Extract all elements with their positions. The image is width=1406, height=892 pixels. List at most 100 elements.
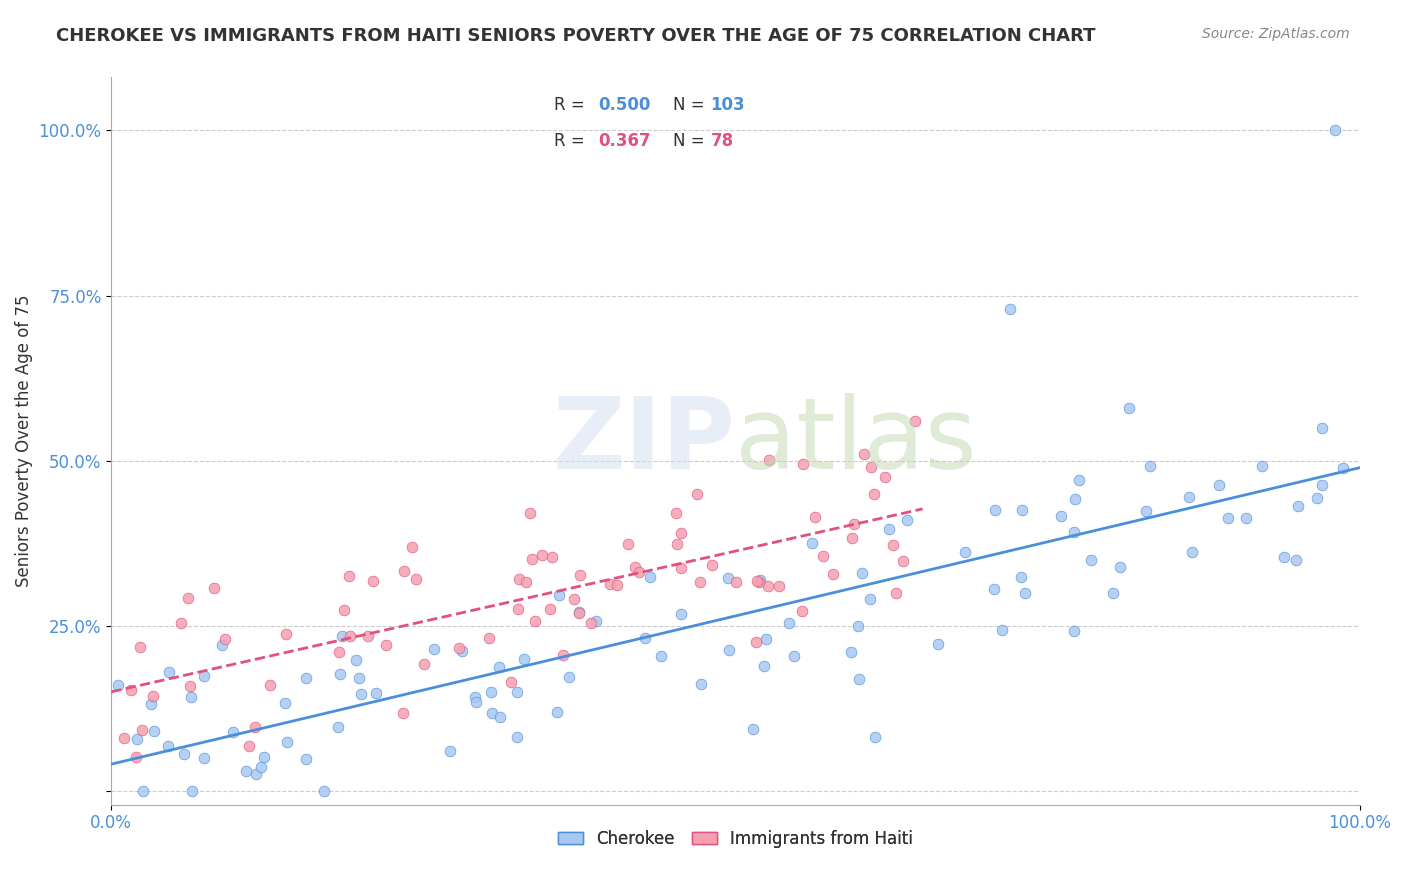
Cherokee xyxy=(173,747,195,762)
Cherokee xyxy=(344,653,367,667)
Cherokee xyxy=(990,623,1012,637)
Immigrants from Haiti xyxy=(508,572,530,586)
Cherokee xyxy=(329,667,352,681)
Immigrants from Haiti xyxy=(903,415,925,429)
Cherokee xyxy=(557,670,579,684)
Cherokee xyxy=(488,660,510,674)
Cherokee xyxy=(983,582,1005,596)
Immigrants from Haiti xyxy=(214,632,236,647)
Immigrants from Haiti xyxy=(842,516,865,531)
Immigrants from Haiti xyxy=(142,689,165,703)
Immigrants from Haiti xyxy=(768,579,790,593)
Immigrants from Haiti xyxy=(811,549,834,564)
Cherokee xyxy=(927,637,949,651)
Cherokee xyxy=(1067,473,1090,487)
Immigrants from Haiti xyxy=(551,648,574,663)
Immigrants from Haiti xyxy=(339,629,361,643)
Immigrants from Haiti xyxy=(884,586,907,600)
Immigrants from Haiti xyxy=(748,574,770,589)
Immigrants from Haiti xyxy=(686,486,709,500)
Immigrants from Haiti xyxy=(875,470,897,484)
Cherokee xyxy=(295,671,318,685)
Text: N =: N = xyxy=(673,132,710,150)
Cherokee xyxy=(139,697,162,711)
Cherokee xyxy=(143,724,166,739)
Immigrants from Haiti xyxy=(238,739,260,753)
Immigrants from Haiti xyxy=(540,549,562,564)
Cherokee xyxy=(1010,569,1032,583)
Immigrants from Haiti xyxy=(579,616,602,631)
Text: 0.367: 0.367 xyxy=(598,132,651,150)
Text: ZIP: ZIP xyxy=(553,392,735,490)
Cherokee xyxy=(1063,624,1085,638)
Immigrants from Haiti xyxy=(882,538,904,552)
Cherokee xyxy=(314,784,336,798)
Cherokee xyxy=(877,522,900,536)
Immigrants from Haiti xyxy=(520,552,543,566)
Text: Source: ZipAtlas.com: Source: ZipAtlas.com xyxy=(1202,27,1350,41)
Cherokee xyxy=(513,652,536,666)
Text: 78: 78 xyxy=(710,132,734,150)
Cherokee xyxy=(328,720,350,734)
Immigrants from Haiti xyxy=(392,564,415,578)
Immigrants from Haiti xyxy=(276,627,298,641)
Cherokee xyxy=(749,573,772,587)
Immigrants from Haiti xyxy=(665,506,688,520)
Cherokee xyxy=(125,732,148,747)
Cherokee xyxy=(1218,510,1240,524)
Cherokee xyxy=(568,605,591,619)
Cherokee xyxy=(274,696,297,710)
Immigrants from Haiti xyxy=(363,574,385,589)
Cherokee xyxy=(464,690,486,704)
Cherokee xyxy=(1234,511,1257,525)
Y-axis label: Seniors Poverty Over the Age of 75: Seniors Poverty Over the Age of 75 xyxy=(15,295,32,587)
Immigrants from Haiti xyxy=(745,574,768,588)
Cherokee xyxy=(783,649,806,664)
Cherokee xyxy=(245,766,267,780)
Immigrants from Haiti xyxy=(665,537,688,551)
Cherokee xyxy=(863,730,886,744)
Immigrants from Haiti xyxy=(803,509,825,524)
Cherokee xyxy=(222,725,245,739)
Immigrants from Haiti xyxy=(447,641,470,656)
Cherokee xyxy=(107,678,129,692)
Cherokee xyxy=(634,631,657,645)
Cherokee xyxy=(839,645,862,659)
Cherokee xyxy=(481,706,503,720)
Cherokee xyxy=(1251,458,1274,473)
Immigrants from Haiti xyxy=(790,604,813,618)
Immigrants from Haiti xyxy=(568,606,591,620)
Cherokee xyxy=(1177,491,1199,505)
Immigrants from Haiti xyxy=(538,602,561,616)
Immigrants from Haiti xyxy=(758,452,780,467)
Immigrants from Haiti xyxy=(131,723,153,737)
Cherokee xyxy=(1135,504,1157,518)
Cherokee xyxy=(1310,478,1333,492)
Immigrants from Haiti xyxy=(524,614,547,628)
Immigrants from Haiti xyxy=(508,601,530,615)
Immigrants from Haiti xyxy=(401,540,423,554)
Immigrants from Haiti xyxy=(531,548,554,562)
Cherokee xyxy=(742,723,765,737)
Immigrants from Haiti xyxy=(328,645,350,659)
Cherokee xyxy=(955,545,977,559)
Immigrants from Haiti xyxy=(129,640,152,654)
Cherokee xyxy=(1305,491,1327,505)
Cherokee xyxy=(717,571,740,585)
Cherokee xyxy=(1285,553,1308,567)
Text: N =: N = xyxy=(673,95,710,113)
Cherokee xyxy=(156,739,179,753)
Cherokee xyxy=(1109,560,1132,574)
Cherokee xyxy=(349,687,371,701)
Cherokee xyxy=(193,669,215,683)
Immigrants from Haiti xyxy=(671,560,693,574)
Cherokee xyxy=(1050,509,1073,524)
Cherokee xyxy=(1331,461,1354,475)
Text: R =: R = xyxy=(554,95,591,113)
Immigrants from Haiti xyxy=(853,447,876,461)
Text: atlas: atlas xyxy=(735,392,977,490)
Immigrants from Haiti xyxy=(569,568,592,582)
Immigrants from Haiti xyxy=(120,683,142,698)
Cherokee xyxy=(1208,478,1230,492)
Cherokee xyxy=(1011,503,1033,517)
